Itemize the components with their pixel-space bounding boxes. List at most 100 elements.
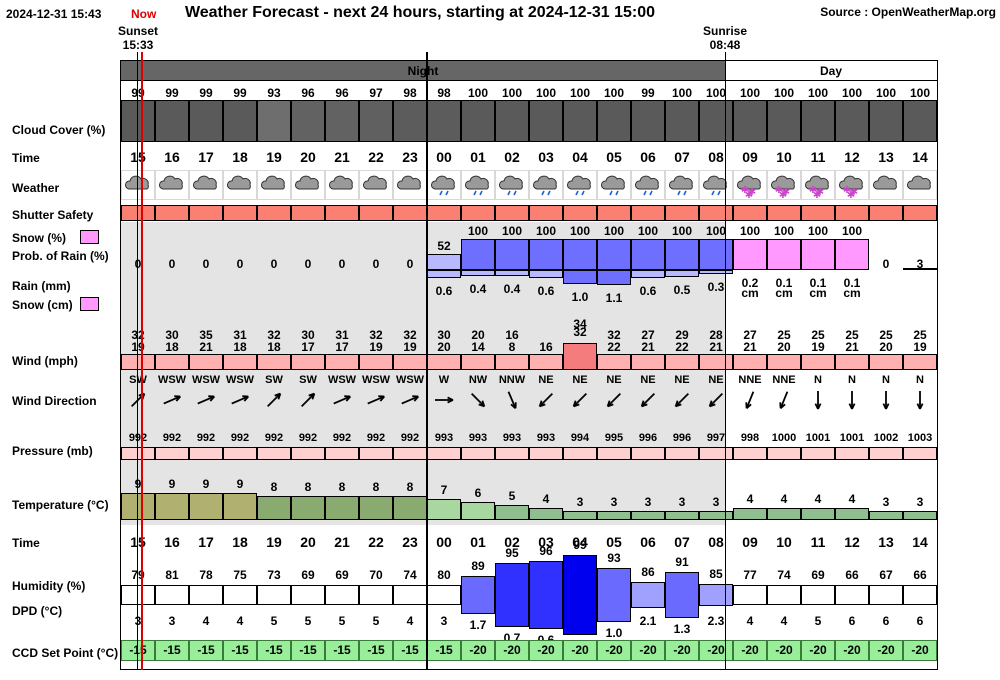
precip-amount-unit: cm (843, 286, 861, 300)
rain-mm-label: Rain (mm) (12, 279, 71, 293)
wind-gust-value: 25 (811, 328, 825, 342)
precip-amount-value: 0.4 (503, 282, 521, 296)
time-value: 04 (572, 149, 588, 165)
ccd-cell (835, 640, 869, 661)
pressure-bar (699, 447, 733, 460)
sunrise-marker-line (725, 52, 726, 670)
temperature-bar (189, 493, 223, 520)
pressure-value: 997 (706, 432, 726, 444)
raindrop-icon (677, 190, 681, 196)
wind-gust-value: 30 (165, 328, 179, 342)
precip-probability-bar (495, 239, 529, 270)
ccd-cell (869, 640, 903, 661)
wind-speed-bar (733, 354, 767, 370)
wind-arrowhead-icon (572, 400, 577, 407)
wind-direction-text: WSW (395, 374, 425, 386)
snowflake-icon: ✱ (847, 190, 855, 201)
time-value: 05 (606, 534, 622, 550)
humidity-bar (869, 585, 903, 605)
ccd-cell (461, 640, 495, 661)
time-value: 02 (504, 534, 520, 550)
wind-gust-value: 32 (369, 328, 383, 342)
cloud-cover-block (121, 100, 155, 142)
wind-speed-bar (529, 354, 563, 370)
precip-amount-unit: cm (809, 286, 827, 300)
cloud-cover-block (699, 100, 733, 142)
weather-icon-cloud (363, 175, 387, 190)
pressure-bar (359, 447, 393, 460)
wind-arrowhead-icon (447, 399, 454, 404)
sunrise-time: 08:48 (709, 38, 741, 52)
dpd-value: 1.3 (673, 622, 691, 636)
humidity-value: 89 (471, 559, 485, 573)
raindrop-icon (615, 190, 619, 196)
wind-gust-value: 29 (675, 328, 689, 342)
wind-arrow-icon (333, 395, 351, 405)
raindrop-icon (507, 190, 511, 196)
shutter-safety-cell (699, 205, 733, 221)
time-value: 19 (266, 534, 282, 550)
precip-amount-value: 0.6 (435, 284, 453, 298)
wind-speed-bar (325, 354, 359, 370)
wind-arrowhead-icon (848, 403, 853, 410)
wind-arrowhead-icon (814, 403, 819, 410)
humidity-value: 95 (505, 546, 519, 560)
humidity-bar (359, 585, 393, 605)
temperature-bar (257, 496, 291, 520)
ccd-cell (529, 640, 563, 661)
shutter-safety-label: Shutter Safety (12, 208, 94, 222)
shutter-safety-cell (223, 205, 257, 221)
day-band-label: Day (819, 64, 842, 78)
precip-probability-value: 0 (134, 257, 142, 271)
wind-gust-value: 25 (845, 328, 859, 342)
snow-pct-swatch (80, 230, 99, 244)
cloud-icon (635, 175, 659, 190)
pressure-bar (733, 447, 767, 460)
humidity-value: 86 (641, 565, 655, 579)
weather-icon-snow: ✱✱✱ (737, 175, 761, 201)
wind-arrowhead-icon (882, 403, 887, 410)
wind-speed-bar (155, 354, 189, 370)
wind-speed-value: 19 (811, 340, 825, 354)
pressure-bar (155, 447, 189, 460)
humidity-label: Humidity (%) (12, 579, 86, 593)
temperature-value: 3 (678, 495, 686, 509)
cloud-icon (771, 175, 795, 190)
wind-arrowhead-icon (708, 400, 713, 407)
pressure-bar (529, 447, 563, 460)
precip-amount-value: 0.6 (639, 284, 657, 298)
snow-pct-label: Snow (%) (12, 231, 66, 245)
ccd-value: -20 (605, 643, 623, 657)
shutter-safety-cell (665, 205, 699, 221)
precip-amount-value: 0.1 (775, 276, 793, 290)
dpd-value: 5 (338, 614, 346, 628)
time-value: 13 (878, 534, 894, 550)
wind-arrow-icon (266, 392, 282, 408)
humidity-value: 73 (267, 568, 281, 582)
ccd-value: -15 (163, 643, 181, 657)
temperature-bar (835, 508, 869, 520)
midnight-marker-line (426, 52, 428, 670)
cloud-cover-block (325, 100, 359, 142)
temperature-value: 9 (168, 477, 176, 491)
wind-arrowhead-icon (478, 403, 485, 408)
pressure-value: 992 (264, 432, 284, 444)
cloud-icon (669, 175, 693, 190)
wind-speed-value: 16 (539, 340, 553, 354)
cloud-icon (465, 175, 489, 190)
wind-speed-bar (699, 354, 733, 370)
shutter-safety-cell (155, 205, 189, 221)
ccd-value: -20 (809, 643, 827, 657)
cloud-cover-block (223, 100, 257, 142)
humidity-bar (291, 585, 325, 605)
time-value: 06 (640, 149, 656, 165)
temperature-label: Temperature (°C) (12, 498, 109, 512)
ccd-cell (733, 640, 767, 661)
cloud-icon (533, 175, 557, 190)
wind-gust-value: 32 (267, 328, 281, 342)
precip-probability-value: 100 (705, 224, 727, 238)
cloud-icon (601, 175, 625, 190)
humidity-bar (223, 585, 257, 605)
pressure-value: 992 (332, 432, 352, 444)
precip-probability-value: 100 (637, 224, 659, 238)
